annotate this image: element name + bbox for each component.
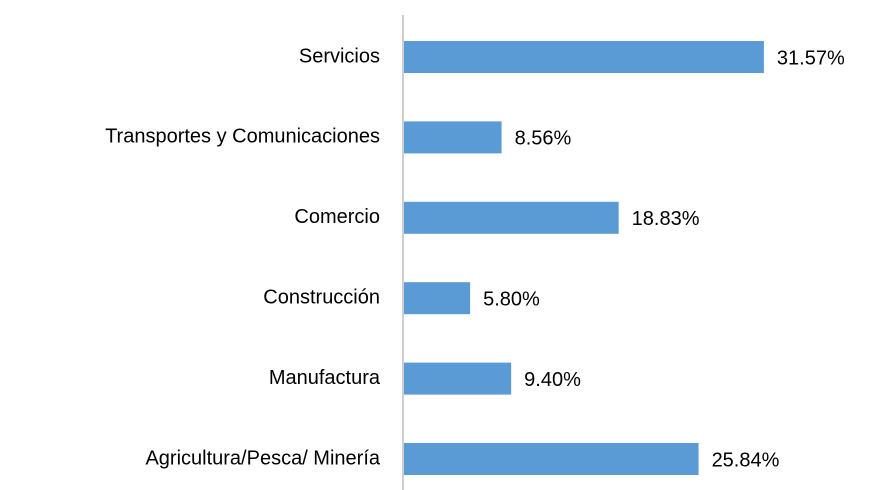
category-label: Agricultura/Pesca/ Minería xyxy=(145,447,380,469)
value-label: 5.80% xyxy=(483,288,540,310)
value-label: 31.57% xyxy=(777,47,845,69)
category-label: Comercio xyxy=(294,206,380,228)
value-label: 9.40% xyxy=(524,369,581,391)
bar xyxy=(404,282,471,315)
value-label: 8.56% xyxy=(515,128,572,150)
category-label: Construcción xyxy=(263,286,380,308)
bar xyxy=(404,121,502,154)
category-label: Servicios xyxy=(299,45,380,67)
bar xyxy=(404,41,764,73)
category-label: Manufactura xyxy=(269,367,381,389)
category-label: Transportes y Comunicaciones xyxy=(105,126,380,148)
bar xyxy=(404,443,699,475)
bar xyxy=(404,201,619,234)
value-label: 25.84% xyxy=(712,449,780,471)
bar xyxy=(404,362,512,395)
value-label: 18.83% xyxy=(632,208,700,230)
